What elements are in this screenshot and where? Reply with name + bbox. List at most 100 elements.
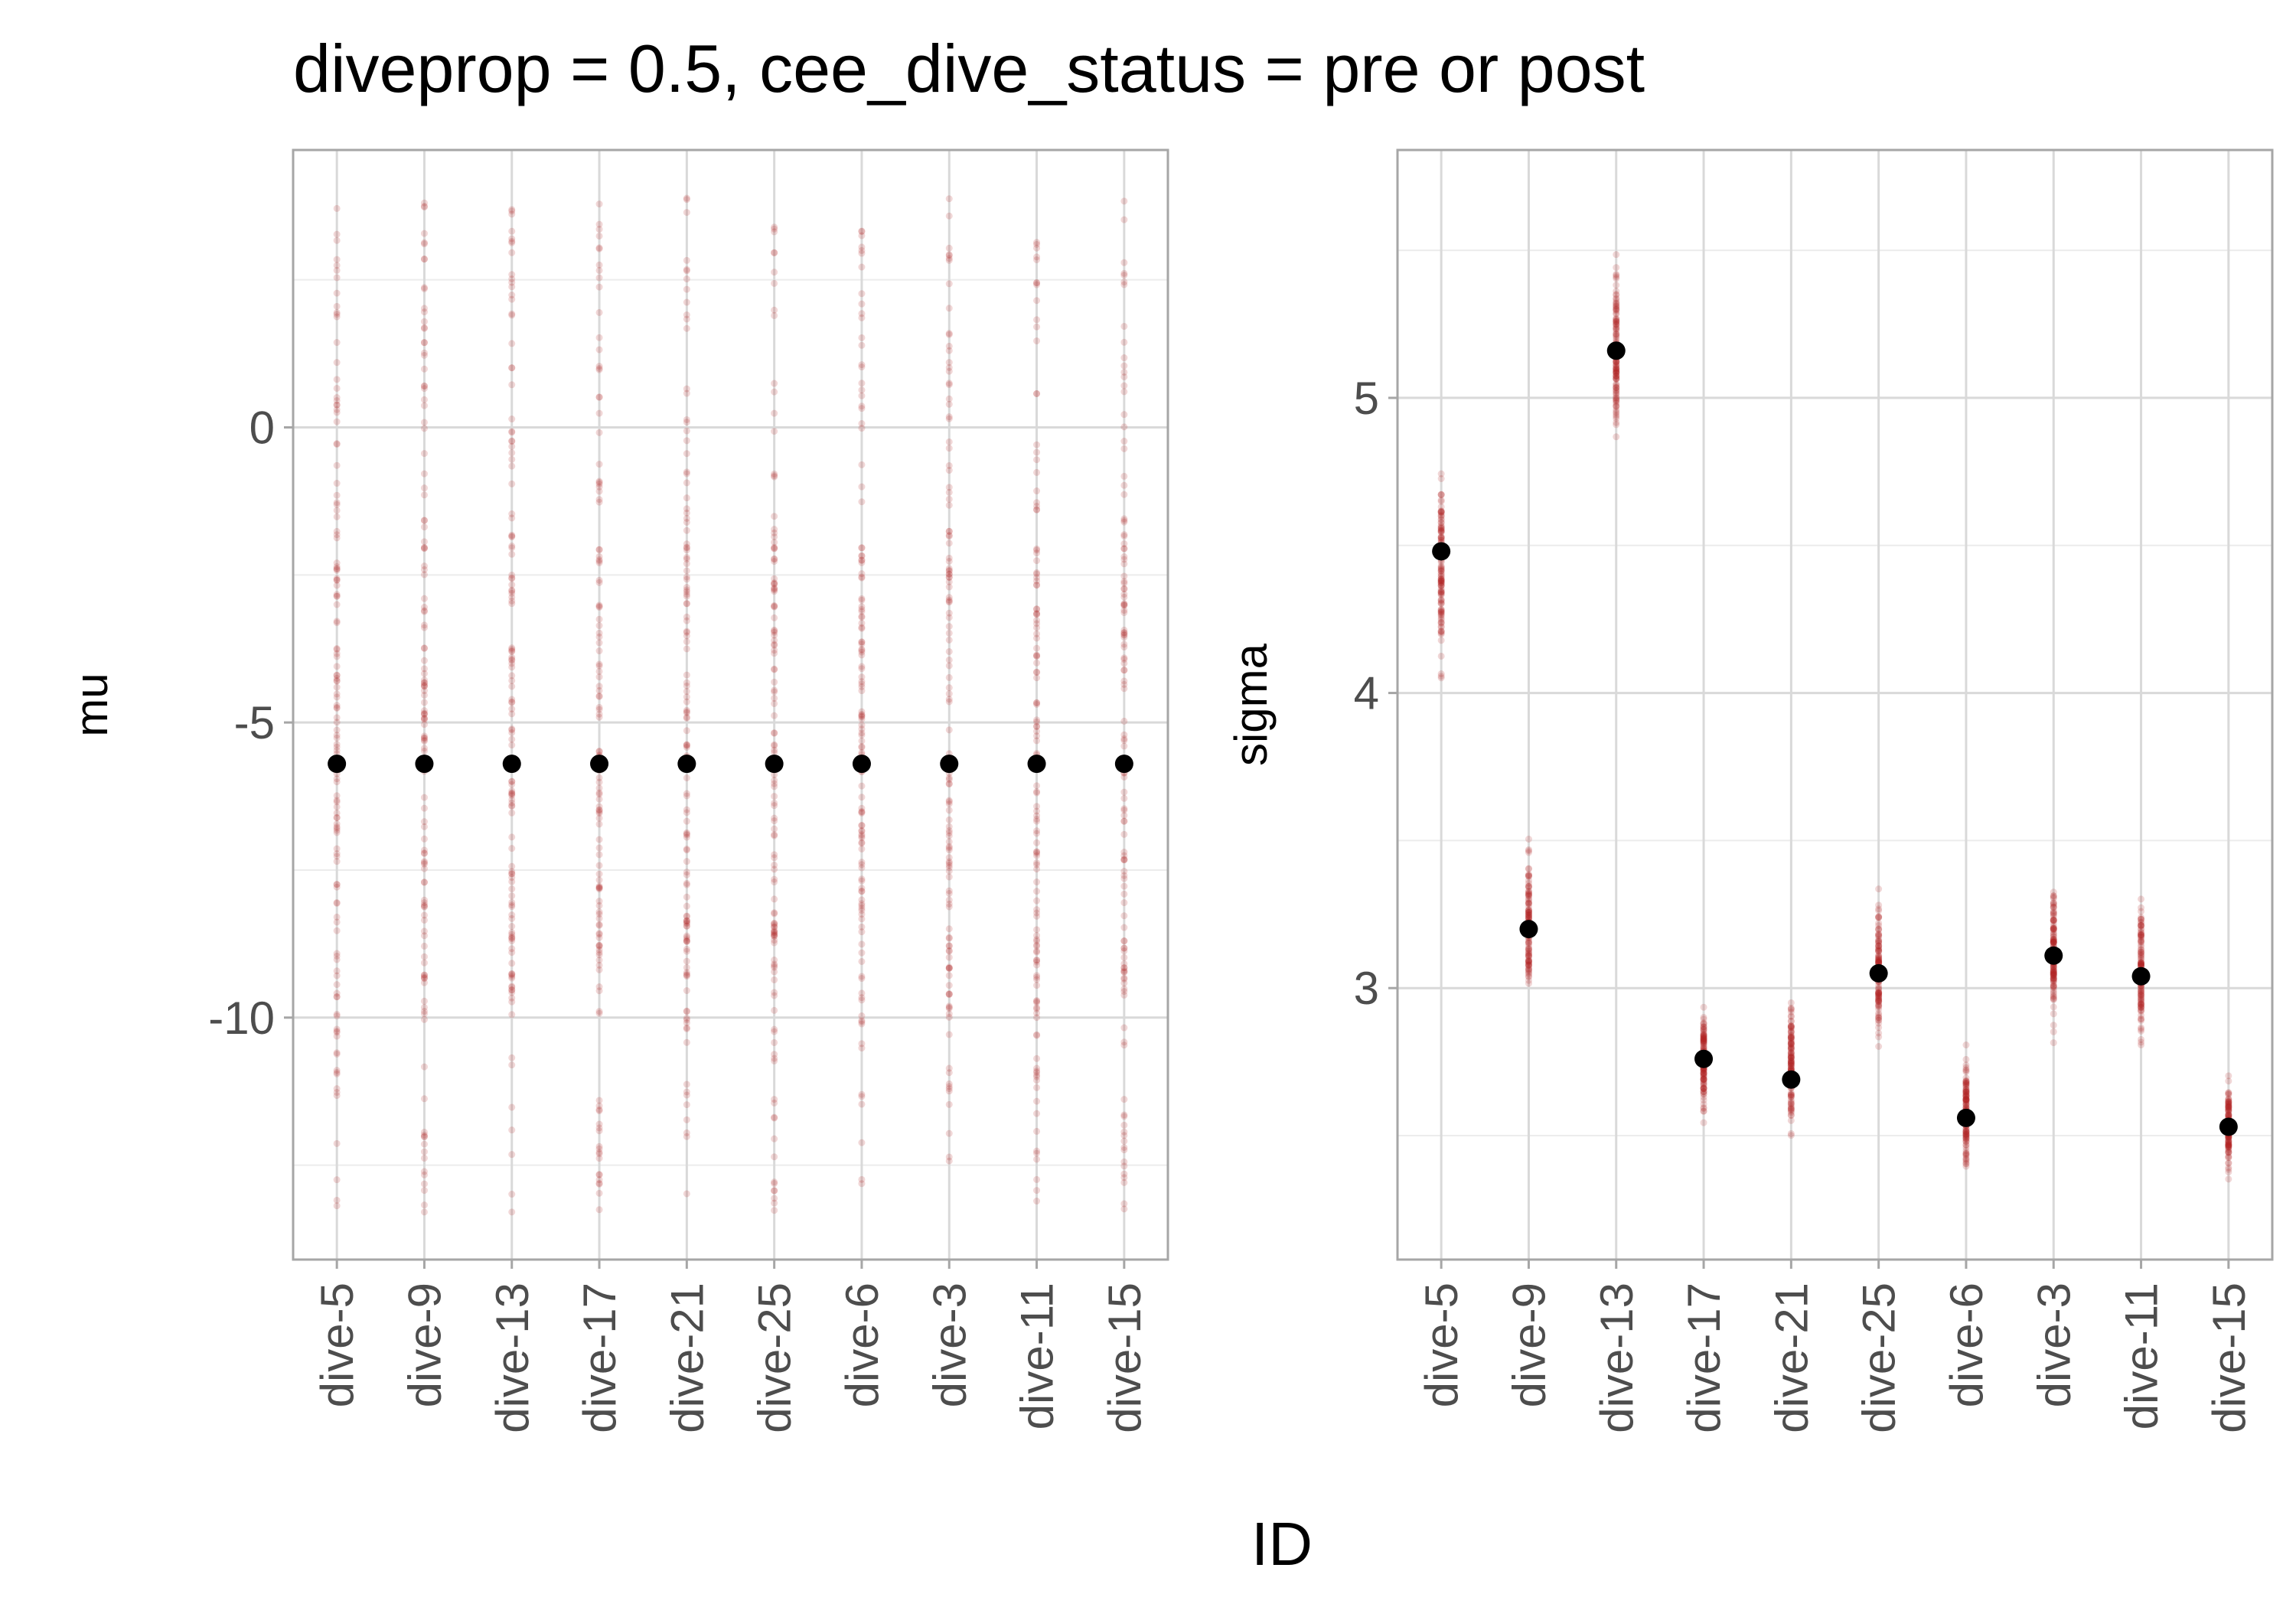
posterior-draw [1613,390,1620,397]
posterior-draw [333,1025,341,1033]
posterior-draw [333,913,341,921]
posterior-draw [1962,1160,1970,1168]
posterior-draw [858,648,866,656]
posterior-draw [1613,331,1620,338]
posterior-draw [420,1180,428,1188]
posterior-draw [508,787,516,794]
posterior-draw [1525,940,1532,947]
posterior-draw [1875,1009,1883,1017]
posterior-draw [683,556,690,563]
posterior-draw [1437,509,1445,517]
posterior-draw [333,618,341,625]
posterior-draw [595,966,603,973]
posterior-draw [1613,325,1620,333]
posterior-draw [1700,1040,1707,1048]
posterior-draw [1787,1058,1795,1066]
posterior-draw [333,204,341,212]
posterior-draw [771,927,778,934]
posterior-draw [858,973,866,980]
posterior-draw [420,849,428,857]
posterior-draw [1787,1103,1795,1111]
posterior-draw [683,714,690,722]
posterior-draw [1962,1089,1970,1097]
posterior-draw [508,275,516,282]
posterior-draw [420,199,428,207]
posterior-draw [420,681,428,689]
posterior-draw [1120,556,1128,563]
posterior-draw [2050,982,2057,989]
posterior-draw [333,714,341,722]
posterior-draw [1962,1095,1970,1103]
posterior-draw [1437,608,1445,615]
point-estimate [1694,1049,1714,1068]
posterior-draw [858,483,866,491]
posterior-draw [420,979,428,986]
posterior-draw [508,533,516,541]
posterior-draw [420,849,428,857]
posterior-draw [508,589,516,597]
posterior-draw [858,859,866,866]
posterior-draw [420,732,428,740]
posterior-draw [858,1180,866,1188]
posterior-draw [683,637,690,645]
posterior-draw [333,230,341,238]
posterior-draw [1120,980,1128,987]
posterior-draw [1700,1073,1707,1081]
posterior-draw [1787,1105,1795,1113]
posterior-draw [333,693,341,701]
posterior-draw [595,481,603,488]
posterior-draw [333,803,341,810]
posterior-draw [771,861,778,869]
point-estimate [2044,946,2063,965]
posterior-draw [333,677,341,685]
posterior-draw [1120,1162,1128,1170]
posterior-draw [1525,882,1532,890]
posterior-draw [1962,1129,1970,1137]
posterior-draw [508,874,516,882]
posterior-draw [683,987,690,995]
posterior-draw [1120,259,1128,266]
posterior-draw [1033,732,1041,740]
posterior-draw [333,981,341,989]
posterior-draw [1700,1084,1707,1092]
posterior-draw [1437,610,1445,618]
y-tick-label: -10 [208,993,275,1044]
posterior-draw [1875,954,1883,962]
posterior-draw [683,973,690,980]
posterior-draw [2050,980,2057,987]
posterior-draw [595,931,603,938]
posterior-draw [420,538,428,546]
posterior-draw [1120,1174,1128,1182]
posterior-draw [595,266,603,274]
posterior-draw [420,396,428,403]
posterior-draw [1962,1135,1970,1143]
posterior-draw [683,509,690,517]
posterior-draw [1437,527,1445,535]
posterior-draw [1437,579,1445,587]
posterior-draw [1875,945,1883,953]
posterior-draw [508,429,516,436]
posterior-draw [945,400,953,408]
posterior-draw [1875,958,1883,966]
posterior-draw [771,380,778,387]
posterior-draw [683,526,690,534]
posterior-draw [1875,942,1883,950]
posterior-draw [333,499,341,507]
posterior-draw [1120,660,1128,667]
posterior-draw [945,1083,953,1090]
posterior-draw [333,719,341,726]
posterior-draw [1033,932,1041,940]
posterior-draw [1120,545,1128,553]
posterior-draw [1962,1086,1970,1094]
posterior-draw [595,498,603,506]
posterior-draw [1613,319,1620,327]
posterior-draw [1033,253,1041,261]
posterior-draw [333,1027,341,1035]
posterior-draw [595,364,603,372]
posterior-draw [1525,883,1532,891]
posterior-draw [1787,1040,1795,1048]
posterior-draw [858,839,866,846]
posterior-draw [1875,993,1883,1000]
posterior-draw [595,576,603,584]
posterior-draw [858,737,866,745]
